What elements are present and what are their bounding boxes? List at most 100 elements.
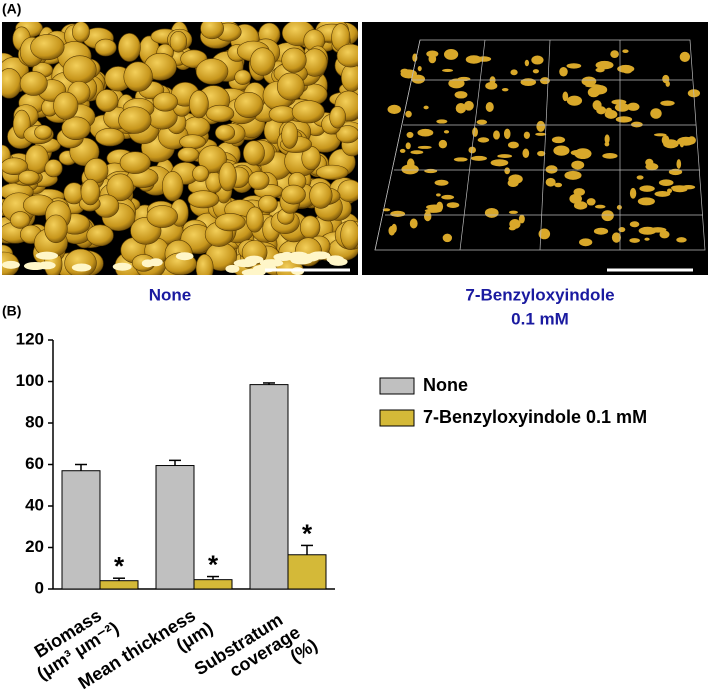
cluster [659,230,670,239]
cluster [503,128,511,140]
cluster [660,100,675,106]
error-bar [301,544,313,555]
cell [94,38,117,57]
cluster [571,160,585,170]
cell [291,100,325,124]
cluster [639,185,655,192]
bar [155,465,195,590]
bar [249,384,289,590]
cluster [676,237,687,243]
cell [195,58,229,85]
legend-label: 7-Benzyloxyindole 0.1 mM [423,407,647,427]
cluster [566,63,582,69]
cell [44,159,63,178]
cluster [562,91,569,102]
bar [99,580,139,590]
cluster [665,80,670,87]
cluster [518,214,525,224]
cluster [616,205,622,210]
cluster [405,142,411,150]
cell [95,127,125,147]
grid-box [374,39,706,251]
cluster [405,110,412,118]
cluster [399,148,406,153]
cluster [627,102,640,111]
cell [72,22,90,43]
cluster [649,227,667,233]
cell [44,214,68,244]
cluster [622,49,629,53]
cluster [614,103,630,112]
cluster [472,127,478,137]
highlight [328,257,348,266]
highlight [71,263,92,272]
cluster [679,51,691,62]
cell [309,182,333,209]
cluster [417,65,422,72]
cell [64,248,97,275]
y-tick-label: 40 [25,495,44,514]
cluster [448,78,465,89]
cell [299,215,321,240]
significance-mark: * [114,551,125,581]
cluster [523,131,530,139]
cell [335,125,358,144]
cell [337,179,358,203]
image-label: None [149,285,192,304]
cell [53,91,79,120]
cluster [644,237,650,241]
cell [161,171,184,202]
cluster [446,202,460,208]
cluster [605,107,613,115]
cluster [538,228,551,240]
bar [287,554,327,590]
cluster [654,190,671,197]
highlight [225,264,240,273]
y-tick-label: 80 [25,412,44,431]
cluster [470,155,487,161]
highlight [241,268,266,275]
cluster [438,139,448,149]
cell [177,147,200,163]
cluster [532,69,539,74]
y-tick-label: 0 [35,578,44,597]
biofilm-texture [382,48,701,247]
cluster [604,134,610,144]
highlight [259,259,284,268]
highlight [308,251,331,260]
highlight [175,252,194,261]
cell [200,22,224,40]
cluster [629,238,641,243]
cell [2,68,22,99]
cluster [490,159,509,167]
cluster [409,218,418,229]
cluster [465,55,482,64]
cluster [585,84,602,88]
cell [10,211,31,229]
cell [17,170,40,185]
cluster [676,159,682,169]
cell [179,134,206,150]
cluster [436,193,441,197]
highlight [37,261,56,270]
cluster [387,104,402,114]
cluster [615,116,633,123]
cluster [476,119,488,125]
cell [281,184,306,205]
cluster [581,76,597,86]
error-bar [169,459,181,466]
cluster [554,182,563,188]
cell [281,47,307,73]
cluster [524,59,530,67]
highlight [112,262,132,271]
cell [281,121,299,149]
cell [205,104,235,123]
cluster [485,101,494,112]
cluster [531,55,544,65]
cell [340,219,358,250]
highlight [244,255,264,264]
cluster [510,69,518,76]
cell [268,105,297,123]
cluster [636,175,644,180]
